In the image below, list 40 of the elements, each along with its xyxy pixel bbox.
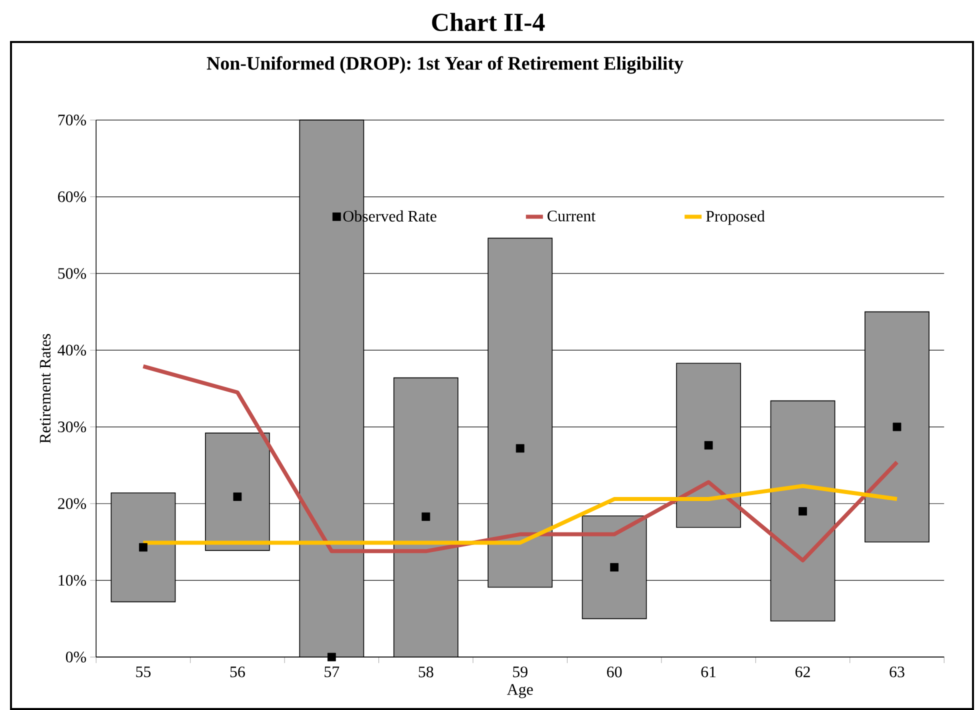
bar xyxy=(676,362,741,528)
bar xyxy=(110,492,176,602)
point xyxy=(610,563,619,572)
y-tick-label: 10% xyxy=(58,574,86,586)
bar xyxy=(770,400,836,622)
point xyxy=(233,492,242,501)
legend-label: Proposed xyxy=(706,210,765,225)
y-tick-label: 50% xyxy=(58,268,86,279)
bar xyxy=(488,238,553,588)
x-tick-label: 59 xyxy=(513,666,528,678)
x-axis-title: Age xyxy=(506,684,533,698)
bar xyxy=(205,432,270,551)
y-tick-label: 20% xyxy=(58,498,86,510)
y-axis-title: Retirement Rates xyxy=(40,334,51,444)
y-tick-label: 40% xyxy=(58,344,86,356)
x-tick-label: 60 xyxy=(607,666,622,678)
bar xyxy=(864,311,930,542)
legend-label: Current xyxy=(548,210,596,222)
line-series xyxy=(141,364,900,562)
y-tick-label: 0% xyxy=(66,652,86,662)
y-tick-label: 60% xyxy=(58,191,86,202)
x-tick-label: 57 xyxy=(324,666,340,678)
point xyxy=(704,441,713,450)
point xyxy=(798,507,807,516)
y-tick-label: 70% xyxy=(58,114,86,126)
point xyxy=(516,444,524,453)
point xyxy=(139,543,148,552)
bar xyxy=(582,515,647,620)
chart-subtitle: Non-Uniformed (DROP): 1st Year of Retirement Eligibility xyxy=(206,56,684,74)
x-tick-label: 62 xyxy=(796,666,810,678)
x-tick-label: 58 xyxy=(418,666,434,678)
x-tick-label: 61 xyxy=(701,666,716,678)
point xyxy=(892,422,902,432)
point xyxy=(422,512,430,521)
x-tick-label: 55 xyxy=(136,666,151,678)
x-tick-label: 63 xyxy=(890,666,904,678)
y-tick-label: 30% xyxy=(58,422,86,432)
x-tick-label: 56 xyxy=(230,666,245,678)
chart-title: Chart II-4 xyxy=(432,12,545,32)
point xyxy=(327,652,336,662)
